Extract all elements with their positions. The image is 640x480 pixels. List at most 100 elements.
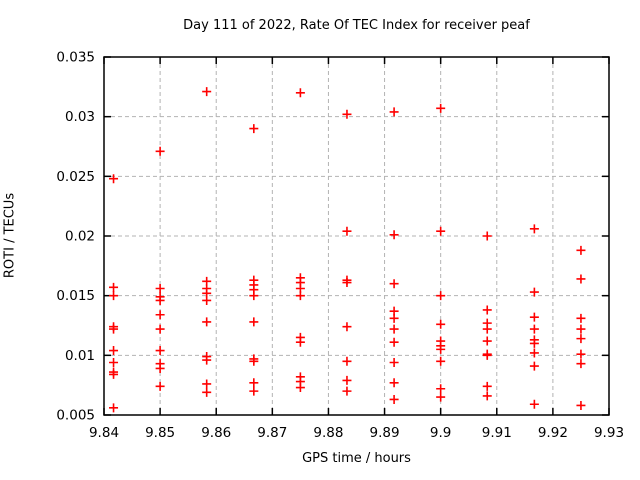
data-point-marker	[436, 226, 446, 236]
data-point-marker	[109, 282, 119, 292]
y-axis-label: ROTI / TECUs	[2, 192, 18, 279]
y-tick-label: 0.025	[56, 169, 95, 185]
data-point-marker	[295, 88, 305, 98]
data-point-marker	[576, 359, 586, 369]
data-point-marker	[529, 338, 539, 348]
data-point-marker	[342, 278, 352, 288]
data-point-marker	[529, 324, 539, 334]
data-point-marker	[436, 103, 446, 113]
data-point-marker	[482, 305, 492, 315]
data-point-marker	[389, 230, 399, 240]
data-point-marker	[202, 317, 212, 327]
y-tick-label: 0.035	[56, 50, 95, 66]
data-point-marker	[482, 391, 492, 401]
x-tick-label: 9.89	[370, 425, 400, 441]
y-tick-label: 0.03	[65, 109, 95, 125]
chart-title: Day 111 of 2022, Rate Of TEC Index for r…	[183, 18, 530, 33]
x-tick-label: 9.84	[89, 425, 119, 441]
data-point-marker	[436, 356, 446, 366]
data-point-marker	[436, 392, 446, 402]
data-point-marker	[389, 357, 399, 367]
data-point-marker	[155, 346, 165, 356]
y-tick-label: 0.015	[56, 288, 95, 304]
data-point-marker	[576, 324, 586, 334]
data-point-marker	[155, 146, 165, 156]
y-tick-label: 0.01	[65, 348, 95, 364]
x-tick-label: 9.86	[201, 425, 231, 441]
data-point-marker	[529, 361, 539, 371]
data-point-marker	[576, 274, 586, 284]
data-point-marker	[389, 378, 399, 388]
data-point-marker	[342, 375, 352, 385]
data-point-marker	[109, 357, 119, 367]
data-point-marker	[342, 386, 352, 396]
x-tick-label: 9.91	[482, 425, 512, 441]
data-point-marker	[249, 317, 259, 327]
x-tick-label: 9.85	[145, 425, 175, 441]
data-point-marker	[155, 295, 165, 305]
data-point-marker	[109, 324, 119, 334]
data-point-marker	[295, 337, 305, 347]
data-point-marker	[389, 337, 399, 347]
data-point-marker	[342, 109, 352, 119]
data-point-marker	[576, 245, 586, 255]
data-point-marker	[155, 363, 165, 373]
data-point-marker	[576, 313, 586, 323]
data-point-marker	[109, 403, 119, 413]
data-point-marker	[202, 295, 212, 305]
data-point-marker	[202, 387, 212, 397]
data-point-marker	[482, 336, 492, 346]
x-tick-label: 9.93	[594, 425, 624, 441]
x-tick-label: 9.92	[538, 425, 568, 441]
data-point-marker	[109, 291, 119, 301]
data-point-marker	[295, 291, 305, 301]
data-point-marker	[436, 291, 446, 301]
data-point-marker	[249, 378, 259, 388]
data-point-marker	[249, 291, 259, 301]
data-point-marker	[576, 400, 586, 410]
data-point-marker	[202, 87, 212, 97]
y-tick-label: 0.005	[56, 408, 95, 424]
data-point-marker	[389, 324, 399, 334]
data-point-marker	[155, 381, 165, 391]
data-point-marker	[436, 319, 446, 329]
data-point-marker	[482, 231, 492, 241]
data-point-marker	[389, 313, 399, 323]
data-point-marker	[529, 348, 539, 358]
data-point-marker	[482, 350, 492, 360]
data-point-marker	[342, 226, 352, 236]
data-point-marker	[389, 394, 399, 404]
data-point-marker	[576, 334, 586, 344]
data-point-marker	[482, 324, 492, 334]
data-point-marker	[342, 356, 352, 366]
data-point-marker	[529, 287, 539, 297]
x-tick-label: 9.87	[257, 425, 287, 441]
data-point-marker	[342, 322, 352, 332]
data-point-marker	[155, 310, 165, 320]
data-point-marker	[249, 124, 259, 134]
data-point-marker	[202, 355, 212, 365]
data-point-marker	[389, 279, 399, 289]
data-point-marker	[529, 399, 539, 409]
data-point-marker	[109, 369, 119, 379]
data-point-marker	[202, 379, 212, 389]
data-point-marker	[109, 174, 119, 184]
data-point-marker	[389, 107, 399, 117]
data-point-marker	[295, 383, 305, 393]
data-point-marker	[529, 224, 539, 234]
data-point-marker	[482, 381, 492, 391]
data-point-marker	[529, 312, 539, 322]
data-point-marker	[155, 284, 165, 294]
data-point-marker	[436, 384, 446, 394]
data-point-marker	[249, 386, 259, 396]
x-axis-label: GPS time / hours	[302, 451, 411, 466]
x-tick-label: 9.9	[430, 425, 451, 441]
data-point-marker	[249, 356, 259, 366]
x-tick-label: 9.88	[313, 425, 343, 441]
y-tick-label: 0.02	[65, 229, 95, 245]
data-point-marker	[155, 324, 165, 334]
data-point-marker	[576, 349, 586, 359]
data-point-marker	[436, 344, 446, 354]
